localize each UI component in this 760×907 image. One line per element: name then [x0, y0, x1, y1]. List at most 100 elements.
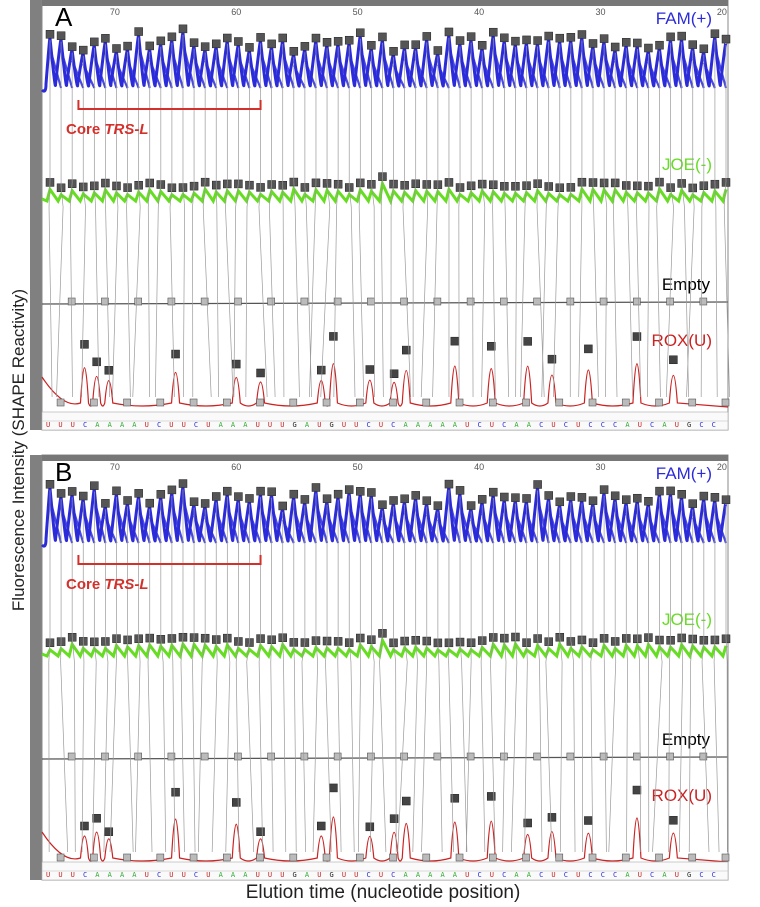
- fam-overlap-line: [314, 501, 329, 544]
- empty-trace: [41, 756, 729, 760]
- x-tick-label: 40: [474, 462, 484, 472]
- panel-label: A: [55, 2, 73, 32]
- fam-peak-marker: [466, 501, 476, 510]
- sequence-letter: A: [625, 421, 630, 429]
- fam-peak-marker: [134, 489, 143, 498]
- sequence-letter: A: [243, 871, 248, 879]
- fam-overlap-line: [436, 519, 450, 544]
- fam-peak-marker: [56, 489, 66, 498]
- alignment-line: [258, 43, 268, 398]
- fam-overlap-line: [303, 513, 317, 544]
- sequence-letter: U: [342, 421, 346, 429]
- rox-baseline-marker: [422, 398, 431, 407]
- sequence-letter: C: [83, 421, 87, 429]
- rox-baseline-marker: [223, 398, 231, 407]
- fam-peak-marker: [633, 493, 642, 503]
- alignment-line: [132, 37, 141, 398]
- alignment-line: [458, 46, 461, 398]
- empty-peak-marker: [466, 752, 475, 761]
- fam-peak-marker: [555, 33, 565, 43]
- empty-peak-marker: [200, 297, 209, 306]
- empty-peak-marker: [699, 297, 708, 306]
- fam-peak-marker: [333, 489, 343, 499]
- fam-peak-marker: [688, 40, 698, 49]
- fam-peak-marker: [145, 41, 154, 51]
- fam-peak-marker: [500, 492, 509, 502]
- fam-overlap-line: [370, 58, 384, 89]
- fam-overlap-line: [71, 505, 85, 544]
- fam-peak-marker: [178, 479, 188, 488]
- rox-peak-marker: [632, 785, 642, 795]
- sequence-letter: U: [638, 871, 642, 879]
- rox-baseline-marker: [655, 398, 663, 407]
- rox-baseline-marker: [721, 853, 730, 862]
- fam-overlap-line: [436, 64, 450, 89]
- sequence-letter: U: [169, 421, 173, 429]
- rox-baseline-marker: [223, 853, 231, 862]
- sequence-letter: C: [613, 871, 617, 879]
- alignment-line: [515, 47, 517, 398]
- fam-overlap-line: [170, 503, 185, 544]
- fam-peak-marker: [356, 487, 365, 496]
- sequence-letter: A: [440, 871, 445, 879]
- joe-series-label: JOE(-): [662, 155, 712, 174]
- alignment-line: [393, 506, 397, 853]
- fam-overlap-line: [126, 59, 140, 89]
- rox-baseline-marker: [688, 398, 697, 407]
- rox-peak-marker: [486, 792, 496, 801]
- rox-peak-marker: [232, 359, 241, 369]
- fam-peak-marker: [67, 42, 77, 51]
- alignment-line: [492, 38, 496, 398]
- sequence-letter: C: [194, 871, 198, 879]
- fam-overlap-line: [580, 48, 595, 89]
- empty-series-label: Empty: [662, 730, 711, 749]
- rox-peak-marker: [329, 783, 338, 793]
- fam-peak-marker: [389, 47, 398, 56]
- fam-peak-marker: [234, 37, 243, 46]
- alignment-line: [379, 510, 387, 853]
- rox-peak-marker: [450, 336, 460, 346]
- fam-overlap-line: [381, 50, 395, 89]
- fam-peak-marker: [688, 499, 698, 508]
- fam-overlap-line: [447, 45, 462, 89]
- fam-overlap-line: [292, 507, 306, 544]
- sequence-letter: U: [268, 421, 272, 429]
- alignment-line: [688, 509, 694, 853]
- fam-peak-marker: [511, 493, 520, 502]
- alignment-line: [192, 507, 196, 853]
- fam-peak-marker: [422, 496, 432, 505]
- sequence-letter: U: [46, 421, 50, 429]
- alignment-line: [301, 505, 306, 853]
- alignment-line: [541, 42, 550, 398]
- sequence-letter: A: [305, 871, 310, 879]
- sequence-letter: A: [416, 871, 421, 879]
- alignment-line: [215, 49, 219, 398]
- alignment-line: [412, 501, 418, 853]
- fam-overlap-line: [159, 507, 173, 544]
- sequence-letter: A: [219, 871, 224, 879]
- fam-peak-marker: [644, 496, 653, 506]
- fam-overlap-line: [248, 512, 262, 544]
- fam-peak-marker: [267, 487, 276, 496]
- sequence-letter: A: [243, 421, 248, 429]
- alignment-line: [293, 57, 300, 398]
- fam-overlap-line: [337, 54, 351, 89]
- fam-overlap-line: [281, 519, 295, 544]
- fam-overlap-line: [536, 54, 550, 89]
- x-tick-label: 20: [717, 7, 727, 17]
- fam-overlap-line: [137, 507, 151, 544]
- fam-overlap-line: [215, 510, 229, 544]
- sequence-letter: C: [588, 871, 592, 879]
- alignment-line: [269, 49, 276, 398]
- fam-peak-marker: [367, 488, 376, 497]
- fam-peak-marker: [123, 496, 132, 505]
- x-tick-label: 30: [596, 462, 606, 472]
- x-axis-label: Elution time (nucleotide position): [246, 882, 521, 903]
- sequence-letter: A: [132, 871, 137, 879]
- sequence-letter: U: [46, 871, 50, 879]
- alignment-line: [369, 498, 375, 853]
- alignment-line: [211, 502, 218, 853]
- fam-overlap-line: [525, 53, 539, 89]
- sequence-letter: A: [662, 871, 667, 879]
- rox-peak-marker: [547, 813, 557, 822]
